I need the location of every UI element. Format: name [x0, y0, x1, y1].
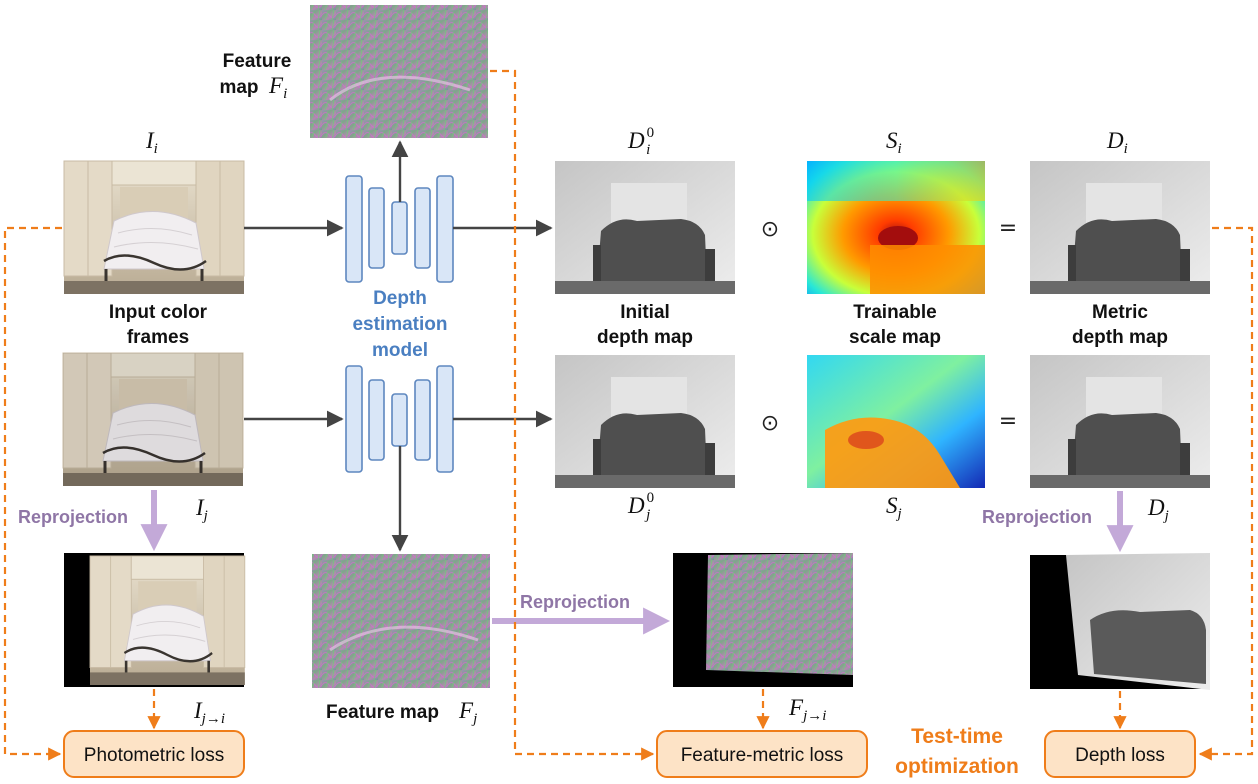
tto-label-line2: optimization [895, 755, 1019, 778]
hadamard-operator-bottom: ⊙ [761, 411, 779, 436]
reprojection-label-left: Reprojection [18, 507, 128, 527]
metric-depth-label-line1: Metric [1092, 302, 1148, 323]
dash-metric-i-to-depthloss [1198, 226, 1254, 761]
symbol-S-j: Sj [886, 493, 902, 522]
initial-depth-j [555, 355, 735, 488]
depth-model-label-line2: estimation [352, 314, 447, 335]
scale-map-label-line1: Trainable [853, 302, 936, 323]
dash-input-i-to-photometric [3, 226, 62, 761]
symbol-F-j: Fj [458, 698, 477, 727]
initial-depth-label-line1: Initial [620, 302, 670, 323]
input-frame-j [61, 351, 245, 488]
symbol-I-ji: Ij→i [193, 698, 225, 727]
scale-map-label-line2: scale map [849, 327, 941, 348]
warped-feature-ji [673, 553, 853, 687]
symbol-I-i: Ii [145, 128, 158, 157]
equals-operator-bottom: = [999, 409, 1017, 434]
warped-frame-ji [64, 553, 247, 687]
depth-model-label-line1: Depth [373, 288, 427, 309]
feature-map-i [310, 5, 488, 138]
feature-map-j [312, 554, 490, 688]
initial-depth-i [555, 161, 735, 294]
photometric-loss-label: Photometric loss [84, 745, 224, 766]
metric-depth-label-line2: depth map [1072, 327, 1168, 348]
depth-network-top [345, 175, 454, 283]
depth-loss-label: Depth loss [1075, 745, 1165, 766]
depth-loss-box: Depth loss [1044, 730, 1196, 778]
photometric-loss-box: Photometric loss [63, 730, 245, 778]
input-frames-label-line1: Input color [109, 302, 208, 323]
feature-map-j-label: Feature map [326, 702, 439, 723]
feature-metric-loss-box: Feature-metric loss [656, 730, 868, 778]
scale-map-i [807, 161, 985, 294]
reprojection-label-middle: Reprojection [520, 592, 630, 612]
feature-metric-loss-label: Feature-metric loss [681, 745, 844, 766]
symbol-I-j: Ij [195, 495, 208, 524]
metric-depth-j [1030, 355, 1210, 488]
equals-operator-top: = [999, 216, 1017, 241]
depth-model-label-line3: model [372, 340, 428, 361]
symbol-S-i: Si [886, 128, 902, 157]
dash-feature-i-to-featuremetric [490, 69, 655, 761]
input-frame-i [62, 159, 246, 296]
metric-depth-i [1030, 161, 1210, 294]
feature-map-i-label-line2: map [219, 77, 258, 98]
symbol-D-i: Di [1106, 128, 1128, 157]
initial-depth-label-line2: depth map [597, 327, 693, 348]
feature-map-i-label-line1: Feature [223, 51, 292, 72]
symbol-F-i: Fi [268, 73, 287, 102]
hadamard-operator-top: ⊙ [761, 217, 779, 242]
reprojection-label-right: Reprojection [982, 507, 1092, 527]
symbol-D-j: Dj [1147, 495, 1169, 524]
input-frames-label-line2: frames [127, 327, 189, 348]
scale-map-j [807, 355, 985, 488]
depth-network-bottom [345, 365, 454, 473]
tto-label-line1: Test-time [911, 725, 1003, 748]
warped-depth-j [1030, 553, 1210, 690]
symbol-F-ji: Fj→i [788, 695, 826, 724]
